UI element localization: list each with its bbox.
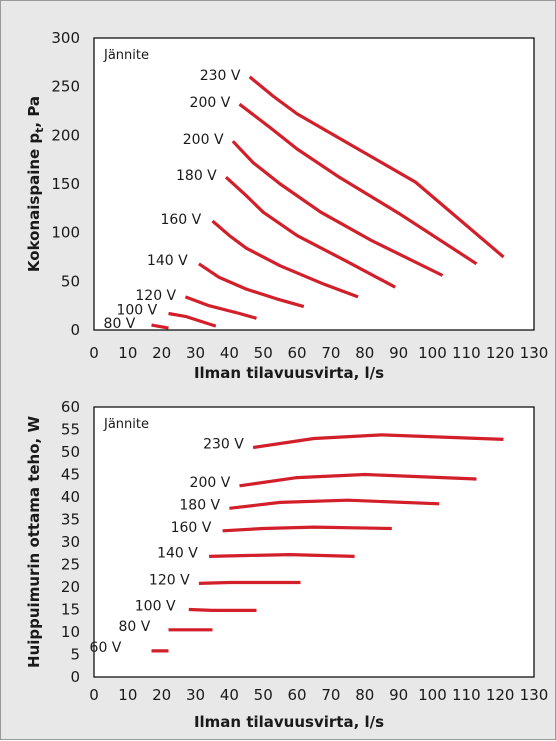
series-label: 230 V bbox=[203, 437, 244, 453]
x-tick-label: 40 bbox=[220, 344, 239, 362]
y-axis-label-subscript: t bbox=[33, 128, 46, 133]
x-axis-label: Ilman tilavuusvirta, l/s bbox=[194, 713, 384, 731]
series-label: 200 V bbox=[183, 132, 224, 148]
y-tick-label: 45 bbox=[61, 466, 80, 484]
y-tick-label: 55 bbox=[61, 421, 80, 439]
series-line-200v bbox=[238, 102, 478, 266]
x-tick-label: 30 bbox=[186, 344, 205, 362]
x-tick-label: 120 bbox=[486, 686, 515, 704]
x-tick-label: 90 bbox=[389, 344, 408, 362]
series-line-180v bbox=[229, 498, 440, 510]
x-tick-label: 110 bbox=[452, 344, 481, 362]
series-label: 100 V bbox=[135, 599, 176, 615]
y-tick-label: 0 bbox=[70, 321, 80, 339]
series-line-160v bbox=[211, 219, 359, 299]
series-line-120v bbox=[198, 580, 301, 585]
y-tick-label: 150 bbox=[51, 175, 80, 193]
series-line-180v bbox=[224, 176, 396, 289]
x-tick-label: 0 bbox=[89, 686, 99, 704]
series-label: 100 V bbox=[116, 302, 157, 318]
series-line-120v bbox=[184, 295, 257, 320]
x-tick-label: 110 bbox=[452, 686, 481, 704]
series-label: 230 V bbox=[200, 68, 241, 84]
x-tick-label: 0 bbox=[89, 344, 99, 362]
series-label: 200 V bbox=[190, 95, 231, 111]
x-tick-label: 80 bbox=[355, 344, 374, 362]
series-label: 80 V bbox=[104, 316, 136, 332]
series-label: 200 V bbox=[190, 475, 231, 491]
x-tick-label: 90 bbox=[389, 686, 408, 704]
series-label: 120 V bbox=[149, 572, 190, 588]
x-tick-label: 80 bbox=[355, 686, 374, 704]
series-label: 160 V bbox=[160, 212, 201, 228]
series-line-230v bbox=[248, 75, 505, 259]
x-tick-label: 30 bbox=[186, 686, 205, 704]
series-label: 180 V bbox=[179, 497, 220, 513]
y-tick-label: 60 bbox=[61, 398, 80, 416]
series-label: 60 V bbox=[90, 640, 122, 656]
plot-area-1 bbox=[93, 37, 535, 331]
y-tick-label: 25 bbox=[61, 556, 80, 574]
series-label: 160 V bbox=[171, 520, 212, 536]
x-tick-label: 20 bbox=[152, 344, 171, 362]
x-tick-label: 40 bbox=[220, 686, 239, 704]
y-tick-label: 15 bbox=[61, 601, 80, 619]
x-tick-label: 70 bbox=[321, 686, 340, 704]
x-tick-label: 10 bbox=[118, 686, 137, 704]
y-tick-label: 50 bbox=[61, 443, 80, 461]
x-tick-label: 100 bbox=[418, 686, 447, 704]
y-tick-label: 300 bbox=[51, 29, 80, 47]
chart-annotation: Jännite bbox=[103, 417, 149, 432]
series-line-160v bbox=[222, 525, 392, 533]
y-tick-label: 5 bbox=[70, 646, 80, 664]
series-line-230v bbox=[252, 433, 504, 450]
x-tick-label: 50 bbox=[254, 344, 273, 362]
y-axis-label: Kokonaispaine pt, Pa bbox=[25, 96, 46, 272]
y-tick-label: 10 bbox=[61, 623, 80, 641]
series-label: 120 V bbox=[135, 288, 176, 304]
series-line-200v bbox=[231, 140, 444, 277]
series-label: 140 V bbox=[157, 545, 198, 561]
series-label: 180 V bbox=[176, 168, 217, 184]
series-line-200v bbox=[239, 472, 477, 488]
series-label: 140 V bbox=[147, 253, 188, 269]
series-line-140v bbox=[198, 262, 305, 309]
x-tick-label: 130 bbox=[520, 344, 549, 362]
x-tick-label: 10 bbox=[118, 344, 137, 362]
x-axis-label: Ilman tilavuusvirta, l/s bbox=[194, 364, 384, 382]
x-tick-label: 20 bbox=[152, 686, 171, 704]
x-tick-label: 100 bbox=[418, 344, 447, 362]
y-tick-label: 35 bbox=[61, 511, 80, 529]
x-tick-label: 120 bbox=[486, 344, 515, 362]
series-line-140v bbox=[209, 552, 355, 558]
y-tick-label: 50 bbox=[61, 272, 80, 290]
y-tick-label: 0 bbox=[70, 668, 80, 686]
series-line-100v bbox=[188, 607, 257, 613]
y-axis-label-unit: , Pa bbox=[25, 96, 43, 128]
x-tick-label: 60 bbox=[288, 686, 307, 704]
y-tick-label: 250 bbox=[51, 78, 80, 96]
series-line-100v bbox=[168, 311, 217, 328]
y-axis-label-main: Kokonaispaine p bbox=[25, 133, 43, 272]
y-tick-label: 20 bbox=[61, 578, 80, 596]
x-tick-label: 50 bbox=[254, 686, 273, 704]
series-line-80v bbox=[151, 323, 169, 330]
y-axis-label: Huippuimurin ottama teho, W bbox=[25, 416, 43, 668]
y-tick-label: 200 bbox=[51, 126, 80, 144]
y-tick-label: 100 bbox=[51, 224, 80, 242]
y-tick-label: 40 bbox=[61, 488, 80, 506]
x-tick-label: 60 bbox=[288, 344, 307, 362]
x-tick-label: 130 bbox=[520, 686, 549, 704]
x-tick-label: 70 bbox=[321, 344, 340, 362]
y-tick-label: 30 bbox=[61, 533, 80, 551]
series-label: 80 V bbox=[118, 619, 150, 635]
plot-area-2 bbox=[93, 406, 535, 678]
chart-annotation: Jännite bbox=[103, 48, 149, 63]
